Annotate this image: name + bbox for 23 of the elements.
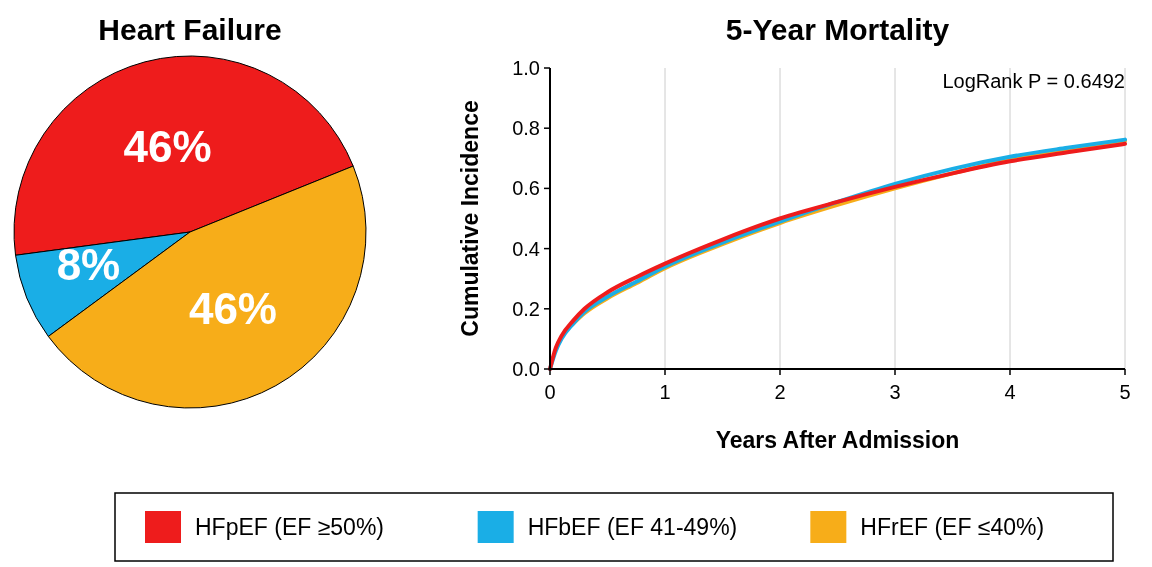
data-label: 8% (56, 240, 121, 290)
data-label: 46% (188, 284, 277, 334)
x-axis-title: Years After Admission (715, 427, 960, 453)
y-tick-label: 0.2 (512, 297, 540, 320)
y-tick-label: 1.0 (512, 57, 540, 79)
y-tick-label: 0.8 (512, 117, 540, 140)
annotation: LogRank P = 0.6492 (942, 70, 1125, 92)
x-tick-label: 5 (1119, 381, 1131, 403)
y-tick-label: 0.6 (512, 177, 540, 200)
legend-label: HFbEF (EF 41-49%) (527, 514, 738, 540)
x-tick-label: 4 (1004, 381, 1016, 403)
legend-label: HFrEF (EF ≤40%) (860, 514, 1045, 540)
x-tick-label: 3 (889, 381, 901, 403)
y-tick-label: 0.4 (512, 237, 540, 260)
chart-title: Heart Failure (98, 13, 282, 46)
data-label: 46% (123, 122, 212, 172)
y-tick-label: 0.0 (512, 358, 540, 380)
x-tick-label: 2 (774, 381, 786, 403)
x-tick-label: 0 (544, 381, 556, 403)
y-axis-title: Cumulative Incidence (457, 100, 483, 337)
chart-title: 5-Year Mortality (725, 13, 950, 46)
legend-label: HFpEF (EF ≥50%) (195, 514, 384, 540)
x-tick-label: 1 (659, 381, 671, 403)
